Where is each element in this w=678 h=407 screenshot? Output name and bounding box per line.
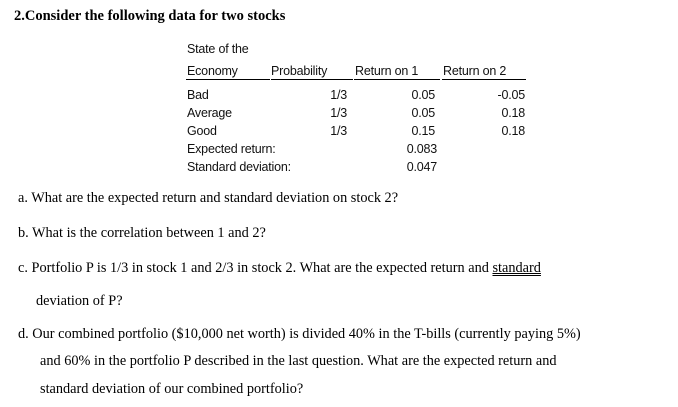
row-bad-return-2: -0.05 [497, 88, 526, 102]
row-good-probability: 1/3 [330, 124, 347, 138]
row-good-state: Good [187, 124, 217, 138]
row-good-return-2: 0.18 [501, 124, 525, 138]
question-b: b. What is the correlation between 1 and… [18, 225, 266, 241]
header-return-2: Return on 2 [443, 64, 507, 78]
row-good-return-1: 0.15 [411, 124, 435, 138]
header-state-line1: State of the [187, 42, 249, 56]
standard-deviation-label: Standard deviation: [187, 160, 291, 174]
row-average-return-2: 0.18 [501, 106, 525, 120]
question-d-line2: and 60% in the portfolio P described in … [40, 353, 557, 369]
standard-deviation-value: 0.047 [406, 160, 437, 174]
row-bad-probability: 1/3 [330, 88, 347, 102]
row-bad-return-1: 0.05 [411, 88, 435, 102]
expected-return-value: 0.083 [406, 142, 437, 156]
question-d-line3: standard deviation of our combined portf… [40, 381, 304, 397]
row-average-state: Average [187, 106, 232, 120]
question-c-line1: c. Portfolio P is 1/3 in stock 1 and 2/3… [18, 259, 541, 277]
question-heading: 2.Consider the following data for two st… [14, 8, 286, 24]
question-d-line1: d. Our combined portfolio ($10,000 net w… [18, 326, 581, 342]
header-return-1: Return on 1 [355, 64, 419, 78]
header-underline-return-1 [354, 79, 440, 80]
header-underline-probability [271, 79, 353, 80]
question-c-text: c. Portfolio P is 1/3 in stock 1 and 2/3… [18, 260, 493, 276]
header-probability: Probability [271, 64, 328, 78]
header-state-line2: Economy [187, 64, 238, 78]
expected-return-label: Expected return: [187, 142, 276, 156]
row-average-probability: 1/3 [330, 106, 347, 120]
question-c-underlined-word: standard [492, 260, 541, 276]
header-underline-return-2 [442, 79, 526, 80]
question-c-line2: deviation of P? [36, 293, 123, 309]
row-average-return-1: 0.05 [411, 106, 435, 120]
stock-data-table: State of the Economy Probability Return … [185, 42, 530, 182]
row-bad-state: Bad [187, 88, 209, 102]
question-a: a. What are the expected return and stan… [18, 190, 399, 206]
header-underline-state [186, 79, 270, 80]
